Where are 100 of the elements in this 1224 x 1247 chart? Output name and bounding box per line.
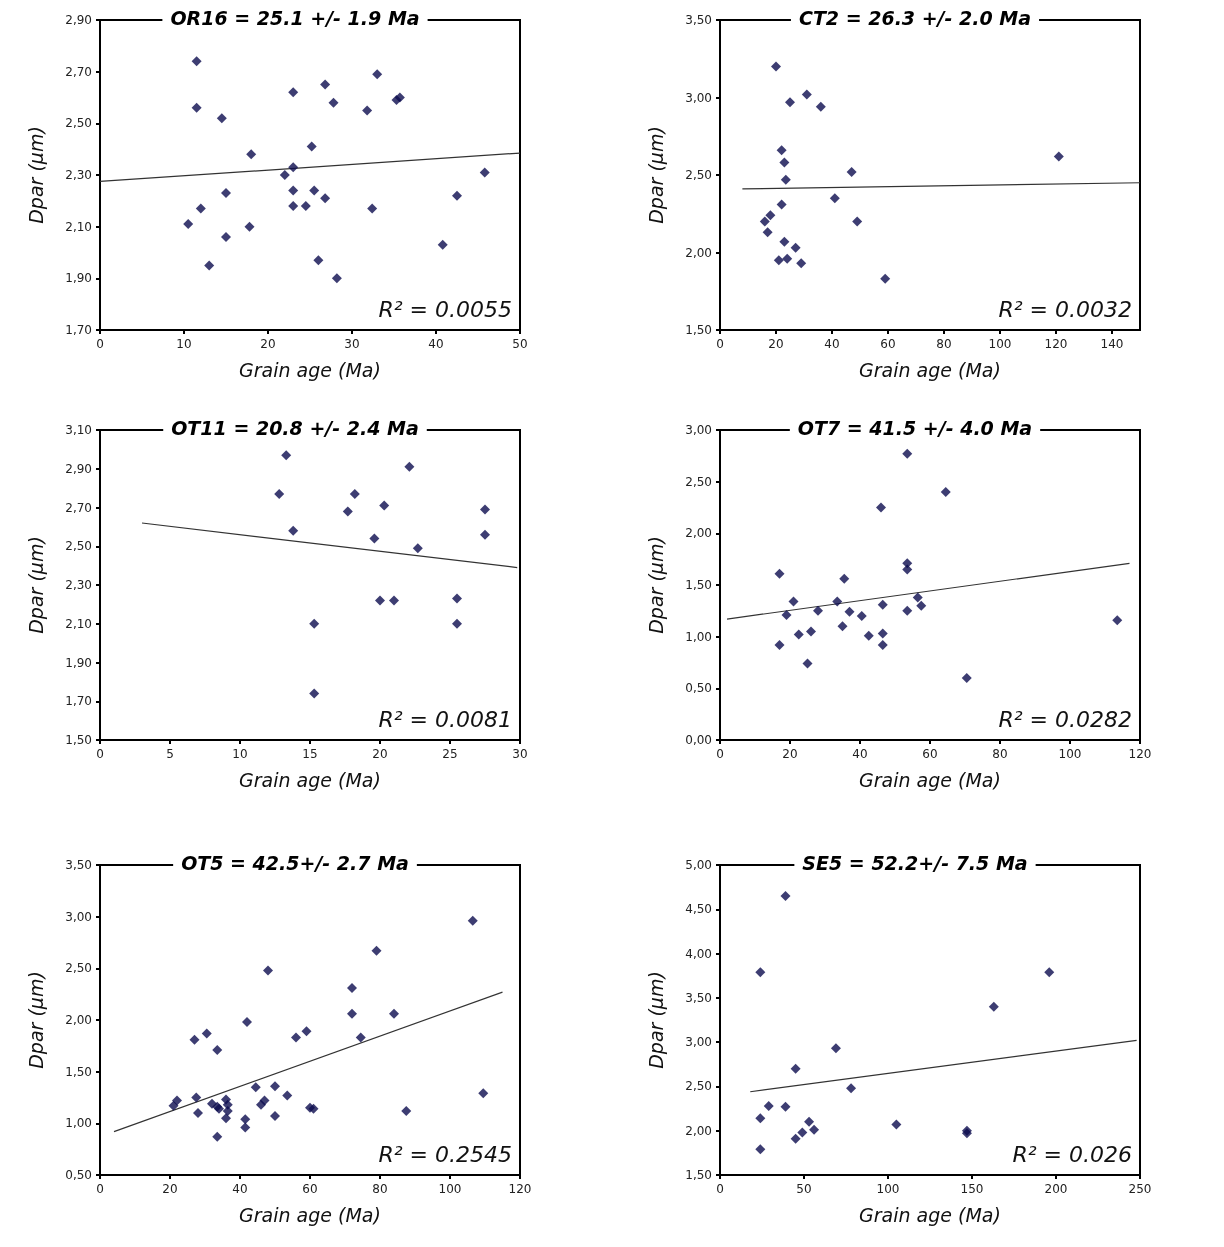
y-tick-label: 1,70 [65,694,92,709]
x-tick-label: 80 [936,337,952,351]
y-tick-label: 2,10 [65,219,92,234]
y-tick-label: 1,50 [685,578,712,592]
y-tick-label: 2,50 [65,961,92,976]
x-tick-label: 0 [716,337,724,351]
annotation: R² = 0.0081 [378,706,513,732]
y-tick-label: 3,00 [65,909,92,924]
y-tick-label: 2,30 [65,168,92,182]
y-tick-label: 1,70 [65,323,92,337]
x-tick-label: 120 [1128,747,1152,761]
x-tick-label: 20 [260,337,276,351]
y-tick-label: 1,00 [685,629,712,644]
x-tick-label: 60 [880,337,896,351]
x-axis-title: Grain age (Ma) [859,358,1001,381]
x-tick-label: 50 [512,337,528,351]
x-tick-label: 40 [232,1182,248,1196]
y-tick-label: 2,00 [685,245,712,260]
x-axis-title: Grain age (Ma) [859,768,1001,791]
y-tick-label: 1,90 [65,655,92,670]
chart-title: CT2 = 26.3 +/- 2.0 Ma [798,6,1032,29]
x-tick-label: 0 [96,747,104,761]
x-tick-label: 0 [96,337,104,351]
y-tick-label: 2,70 [65,64,92,79]
y-tick-label: 2,50 [65,539,92,554]
chart-title: OT11 = 20.8 +/- 2.4 Ma [171,416,419,439]
x-tick-label: 20 [372,747,388,761]
x-axis-title: Grain age (Ma) [859,1203,1001,1226]
x-tick-label: 250 [1128,1182,1152,1196]
x-tick-label: 40 [852,747,868,761]
x-tick-label: 5 [166,747,174,761]
x-tick-label: 40 [428,337,444,351]
chart-title: OR16 = 25.1 +/- 1.9 Ma [170,6,420,29]
y-tick-label: 3,00 [685,423,712,437]
chart-title: OT7 = 41.5 +/- 4.0 Ma [797,416,1033,439]
y-tick-label: 4,00 [685,946,712,961]
y-tick-label: 1,50 [685,1168,712,1182]
y-tick-label: 1,50 [685,323,712,337]
annotation: R² = 0.0055 [378,296,513,322]
x-tick-label: 20 [162,1182,178,1196]
x-tick-label: 25 [442,747,458,761]
annotation: R² = 0.0282 [998,706,1133,732]
y-tick-label: 3,00 [685,90,712,105]
y-tick-label: 2,50 [685,1079,712,1094]
y-tick-label: 0,50 [65,1168,92,1182]
y-tick-label: 2,50 [685,168,712,182]
x-tick-label: 60 [302,1182,318,1196]
x-tick-label: 100 [438,1182,462,1196]
x-tick-label: 40 [824,337,840,351]
y-tick-label: 4,50 [685,902,712,917]
y-tick-label: 2,90 [65,461,92,476]
y-tick-label: 2,50 [65,116,92,131]
y-tick-label: 2,50 [685,474,712,489]
y-tick-label: 2,70 [65,500,92,515]
y-tick-label: 3,10 [65,423,92,437]
y-tick-label: 1,00 [65,1116,92,1131]
y-axis-title: Dpar (µm) [644,536,667,634]
y-tick-label: 2,00 [685,526,712,541]
x-tick-label: 0 [96,1182,104,1196]
x-tick-label: 20 [782,747,798,761]
y-tick-label: 1,50 [65,1064,92,1079]
annotation: R² = 0.026 [1012,1141,1133,1167]
x-tick-label: 30 [344,337,360,351]
y-axis-title: Dpar (µm) [24,536,47,634]
y-axis-title: Dpar (µm) [24,971,47,1069]
x-tick-label: 10 [232,747,248,761]
x-tick-label: 50 [796,1182,812,1196]
y-tick-label: 0,50 [685,681,712,696]
y-tick-label: 2,30 [65,578,92,592]
y-tick-label: 2,10 [65,616,92,631]
y-tick-label: 3,50 [685,990,712,1005]
y-axis-title: Dpar (µm) [644,126,667,224]
x-tick-label: 120 [1044,337,1068,351]
x-tick-label: 140 [1100,337,1124,351]
x-tick-label: 30 [512,747,528,761]
x-axis-title: Grain age (Ma) [239,768,381,791]
x-tick-label: 10 [176,337,192,351]
y-tick-label: 3,50 [65,858,92,872]
y-axis-title: Dpar (µm) [24,126,47,224]
annotation: R² = 0.0032 [998,296,1133,322]
x-tick-label: 100 [988,337,1012,351]
x-tick-label: 120 [508,1182,532,1196]
y-tick-label: 1,90 [65,271,92,286]
x-tick-label: 200 [1044,1182,1068,1196]
x-tick-label: 0 [716,1182,724,1196]
x-tick-label: 80 [992,747,1008,761]
y-tick-label: 5,00 [685,858,712,872]
x-tick-label: 150 [960,1182,984,1196]
x-axis-title: Grain age (Ma) [239,1203,381,1226]
chart-title: SE5 = 52.2+/- 7.5 Ma [802,851,1028,874]
x-tick-label: 60 [922,747,938,761]
y-tick-label: 2,00 [65,1013,92,1027]
y-tick-label: 3,00 [685,1035,712,1050]
y-tick-label: 2,90 [65,13,92,27]
x-axis-title: Grain age (Ma) [239,358,381,381]
y-tick-label: 2,00 [685,1123,712,1138]
y-tick-label: 1,50 [65,733,92,747]
annotation: R² = 0.2545 [378,1141,513,1167]
x-tick-label: 0 [716,747,724,761]
y-tick-label: 0,00 [685,733,712,747]
